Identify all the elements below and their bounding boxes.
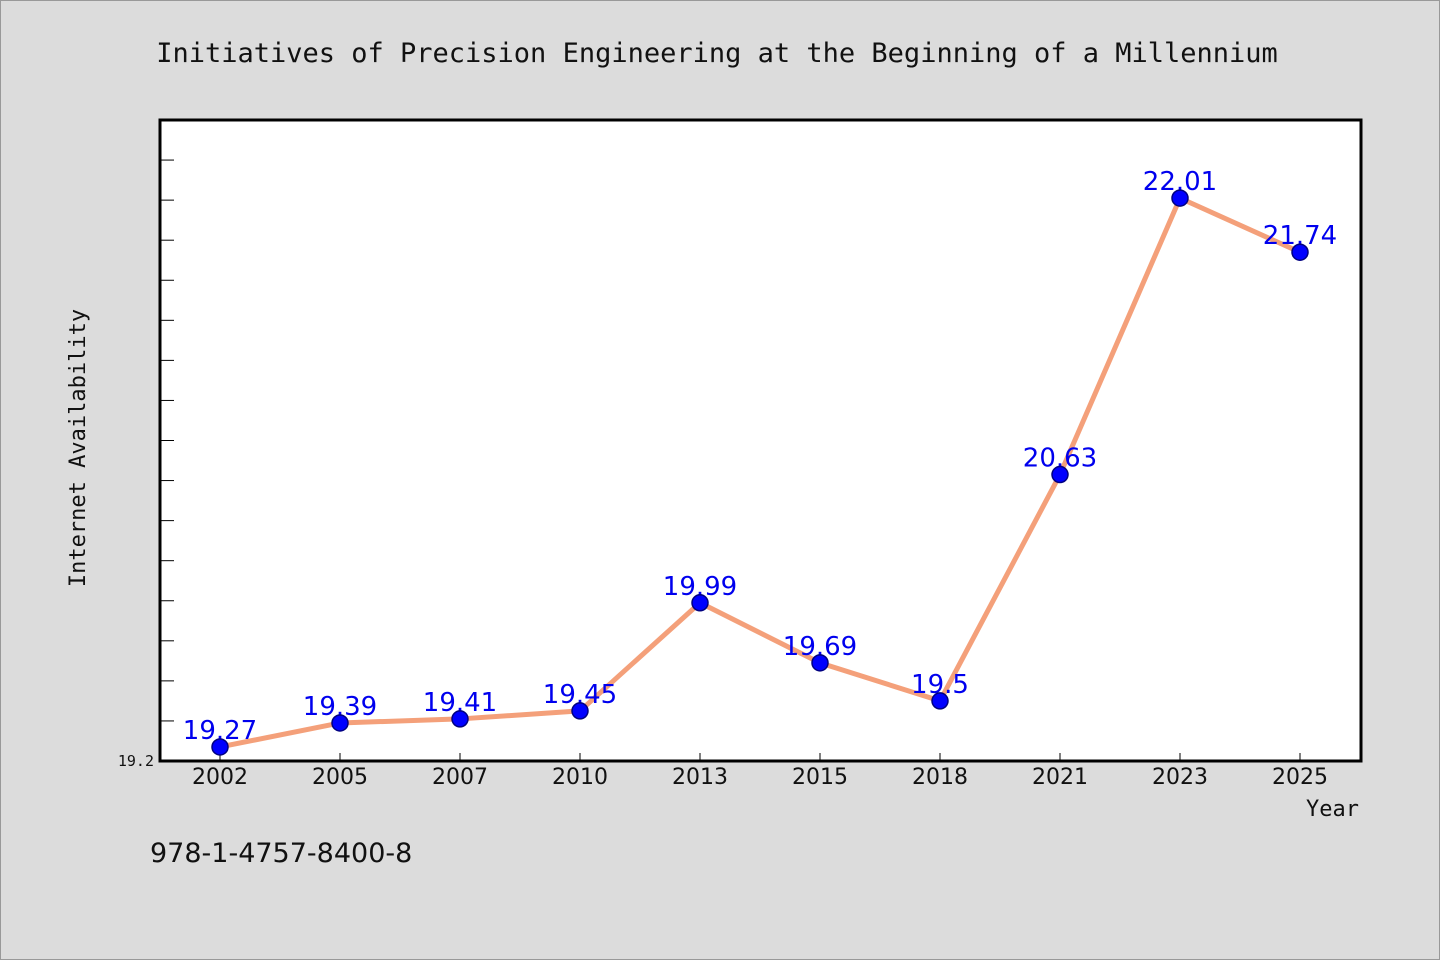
x-tick-label: 2010 — [552, 765, 608, 790]
x-tick-label: 2007 — [432, 765, 488, 790]
x-axis-ticks: 2002 2005 2007 2010 2013 2015 2018 2021 2023 2025 — [192, 753, 1328, 790]
x-tick-label: 2002 — [192, 765, 248, 790]
series-markers — [211, 189, 1309, 756]
y-axis-ticks: 19.2 — [118, 119, 174, 770]
data-point-marker — [211, 738, 229, 756]
data-point-marker — [571, 702, 589, 720]
series-line-group — [219, 195, 1302, 750]
x-tick-label: 2005 — [312, 765, 368, 790]
x-tick-label: 2025 — [1272, 765, 1328, 790]
x-axis-label: Year — [1306, 797, 1359, 822]
isbn-text: 978-1-4757-8400-8 — [150, 838, 412, 869]
data-point-marker — [811, 654, 829, 672]
data-point-marker — [331, 714, 349, 732]
y-tick-label: 19.2 — [118, 752, 154, 770]
x-tick-label: 2015 — [792, 765, 848, 790]
x-tick-label: 2023 — [1152, 765, 1208, 790]
series-line — [219, 195, 1302, 750]
data-point-marker — [931, 692, 949, 710]
data-point-marker — [451, 710, 469, 728]
data-point-marker — [691, 594, 709, 612]
data-point-marker — [1291, 243, 1309, 261]
chart-title: Initiatives of Precision Engineering at … — [156, 38, 1278, 69]
x-tick-label: 2013 — [672, 765, 728, 790]
plot-area — [158, 118, 1363, 763]
x-tick-label: 2021 — [1032, 765, 1088, 790]
data-point-marker — [1171, 189, 1189, 207]
data-point-marker — [1051, 465, 1069, 484]
y-axis-label: Internet Availability — [66, 309, 91, 587]
x-tick-label: 2018 — [912, 765, 968, 790]
